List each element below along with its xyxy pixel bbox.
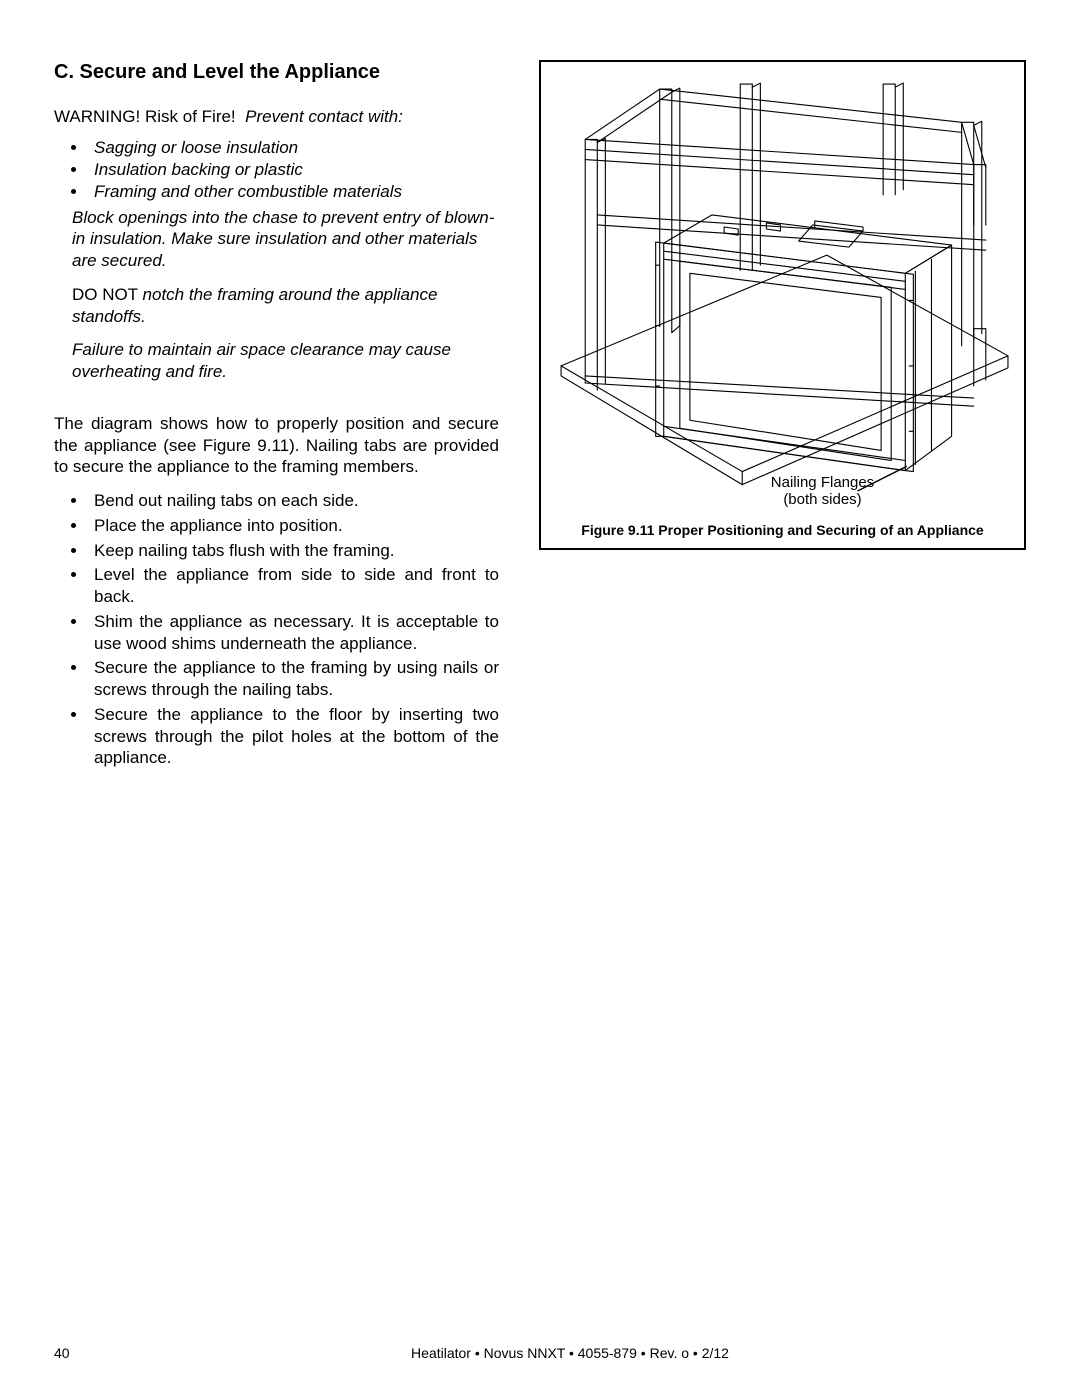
section-title: C. Secure and Level the Appliance — [54, 60, 499, 86]
step-item: Secure the appliance to the framing by u… — [88, 657, 499, 701]
warning-bullet: Insulation backing or plastic — [88, 159, 499, 181]
step-item: Shim the appliance as necessary. It is a… — [88, 611, 499, 655]
warning-bullet: Sagging or loose insulation — [88, 137, 499, 159]
figure-box: Nailing Flanges (both sides) Figure 9.11… — [539, 60, 1026, 550]
warning-line: WARNING! Risk of Fire! Prevent contact w… — [54, 106, 499, 128]
warning-bullet: Framing and other combustible materials — [88, 181, 499, 203]
page-footer: 40 Heatilator • Novus NNXT • 4055-879 • … — [54, 1345, 1026, 1361]
appliance-diagram — [551, 74, 1014, 512]
warning-prefix: WARNING! Risk of Fire! — [54, 107, 236, 126]
page-number: 40 — [54, 1345, 114, 1361]
step-item: Bend out nailing tabs on each side. — [88, 490, 499, 512]
warning-leadin: Prevent contact with: — [245, 107, 403, 126]
step-item: Level the appliance from side to side an… — [88, 564, 499, 608]
figure-label-line2: (both sides) — [783, 491, 861, 508]
figure-label-line1: Nailing Flanges — [771, 474, 874, 491]
figure-caption: Figure 9.11 Proper Positioning and Secur… — [551, 522, 1014, 538]
steps-list: Bend out nailing tabs on each side. Plac… — [54, 490, 499, 769]
right-column: Nailing Flanges (both sides) Figure 9.11… — [539, 60, 1026, 772]
step-item: Secure the appliance to the ﬂoor by inse… — [88, 704, 499, 769]
body-paragraph: The diagram shows how to properly positi… — [54, 413, 499, 478]
figure-label: Nailing Flanges (both sides) — [631, 474, 1014, 508]
footer-line: Heatilator • Novus NNXT • 4055-879 • Rev… — [114, 1345, 1026, 1361]
step-item: Keep nailing tabs ﬂush with the framing. — [88, 540, 499, 562]
step-item: Place the appliance into position. — [88, 515, 499, 537]
warning-failure: Failure to maintain air space clearance … — [72, 339, 499, 383]
warning-donot: DO NOT notch the framing around the appl… — [72, 284, 499, 328]
warning-donot-prefix: DO NOT — [72, 285, 138, 304]
warning-block: Block openings into the chase to prevent… — [72, 207, 499, 272]
warning-bullet-list: Sagging or loose insulation Insulation b… — [54, 137, 499, 202]
left-column: C. Secure and Level the Appliance WARNIN… — [54, 60, 499, 772]
